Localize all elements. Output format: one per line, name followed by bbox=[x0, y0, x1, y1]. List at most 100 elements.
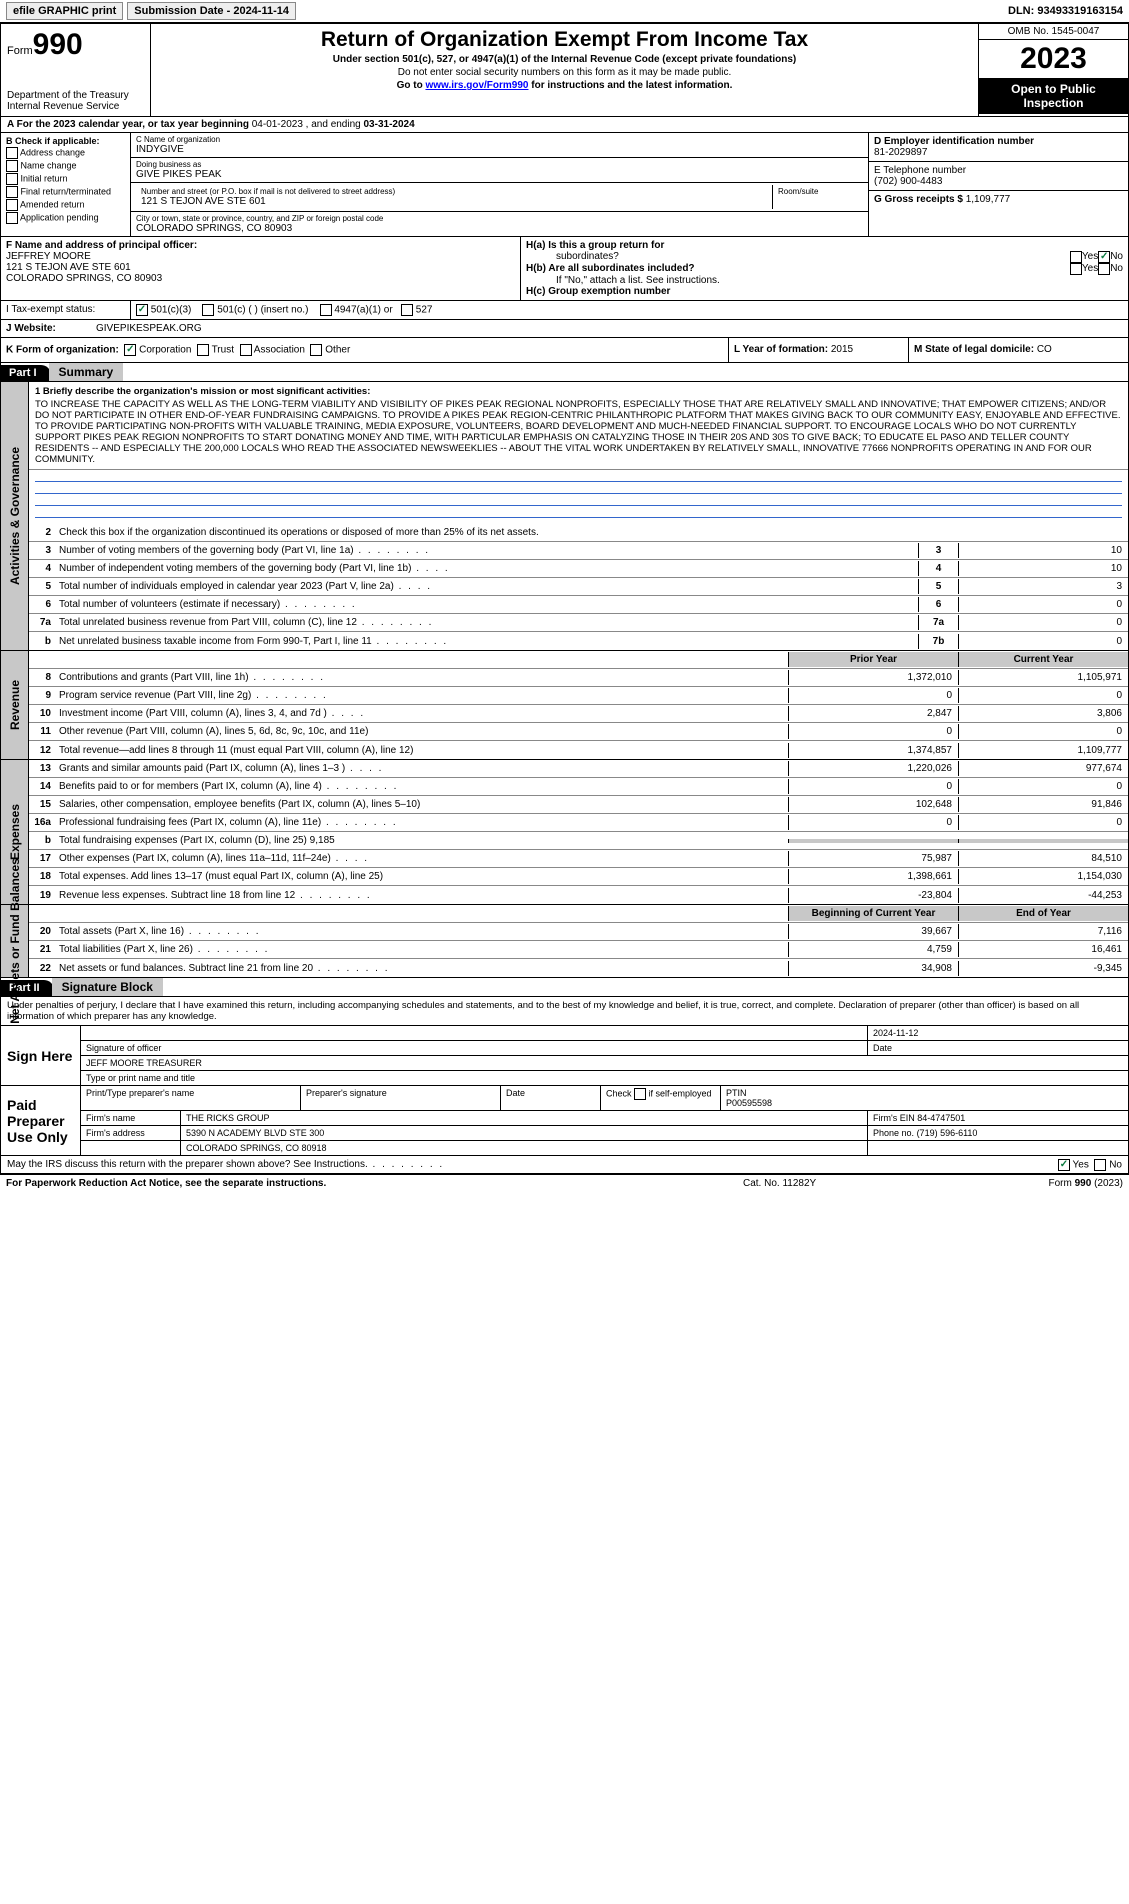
gross-label: G Gross receipts $ bbox=[874, 194, 966, 205]
discuss-line: May the IRS discuss this return with the… bbox=[1, 1156, 1128, 1173]
line-21: 21Total liabilities (Part X, line 26)4,7… bbox=[29, 941, 1128, 959]
boxes-deg: D Employer identification number81-20298… bbox=[868, 133, 1128, 236]
sig-officer-name: JEFF MOORE TREASURER bbox=[81, 1056, 1128, 1070]
prep-name-label: Print/Type preparer's name bbox=[81, 1086, 301, 1110]
firm-addr1: 5390 N ACADEMY BLVD STE 300 bbox=[186, 1128, 324, 1138]
footer-left: For Paperwork Reduction Act Notice, see … bbox=[6, 1178, 743, 1189]
part1-badge: Part I bbox=[1, 365, 51, 381]
box-c: C Name of organizationINDYGIVE Doing bus… bbox=[131, 133, 868, 236]
hb-yes[interactable] bbox=[1070, 263, 1082, 275]
officer-name: JEFFREY MOORE bbox=[6, 251, 515, 262]
subtitle-1: Under section 501(c), 527, or 4947(a)(1)… bbox=[159, 54, 970, 65]
discuss-yes[interactable] bbox=[1058, 1159, 1070, 1171]
footer-catno: Cat. No. 11282Y bbox=[743, 1178, 943, 1189]
org-name: INDYGIVE bbox=[136, 144, 863, 155]
hb-no[interactable] bbox=[1098, 263, 1110, 275]
dln-label: DLN: 93493319163154 bbox=[1008, 5, 1123, 17]
net-header: Beginning of Current YearEnd of Year bbox=[29, 905, 1128, 923]
line-4: 4Number of independent voting members of… bbox=[29, 560, 1128, 578]
omb-number: OMB No. 1545-0047 bbox=[979, 24, 1128, 40]
website-label: J Website: bbox=[1, 320, 91, 337]
check-self-employed[interactable] bbox=[634, 1088, 646, 1100]
year-formation: 2015 bbox=[831, 344, 853, 355]
line-7a: 7aTotal unrelated business revenue from … bbox=[29, 614, 1128, 632]
discuss-no[interactable] bbox=[1094, 1159, 1106, 1171]
line-2: 2Check this box if the organization disc… bbox=[29, 524, 1128, 542]
line-10: 10Investment income (Part VIII, column (… bbox=[29, 705, 1128, 723]
side-label-expenses: Expenses bbox=[8, 804, 22, 860]
line-9: 9Program service revenue (Part VIII, lin… bbox=[29, 687, 1128, 705]
line-11: 11Other revenue (Part VIII, column (A), … bbox=[29, 723, 1128, 741]
submission-date-button[interactable]: Submission Date - 2024-11-14 bbox=[127, 2, 296, 20]
check-501c[interactable] bbox=[202, 304, 214, 316]
side-label-revenue: Revenue bbox=[8, 680, 22, 730]
line-15: 15Salaries, other compensation, employee… bbox=[29, 796, 1128, 814]
check-assoc[interactable] bbox=[240, 344, 252, 356]
line-16b: bTotal fundraising expenses (Part IX, co… bbox=[29, 832, 1128, 850]
check-initial-return[interactable]: Initial return bbox=[6, 173, 125, 185]
check-name-change[interactable]: Name change bbox=[6, 160, 125, 172]
line-22: 22Net assets or fund balances. Subtract … bbox=[29, 959, 1128, 977]
line-18: 18Total expenses. Add lines 13–17 (must … bbox=[29, 868, 1128, 886]
check-application-pending[interactable]: Application pending bbox=[6, 212, 125, 224]
dba-value: GIVE PIKES PEAK bbox=[136, 169, 863, 180]
officer-addr1: 121 S TEJON AVE STE 601 bbox=[6, 262, 515, 273]
sig-intro: Under penalties of perjury, I declare th… bbox=[1, 997, 1128, 1026]
sig-officer-label: Signature of officer bbox=[81, 1041, 868, 1055]
revenue-section: Revenue Prior YearCurrent Year 8Contribu… bbox=[0, 651, 1129, 760]
top-bar: efile GRAPHIC print Submission Date - 20… bbox=[0, 0, 1129, 23]
signature-section: Under penalties of perjury, I declare th… bbox=[0, 997, 1129, 1174]
tax-status-label: I Tax-exempt status: bbox=[1, 301, 131, 319]
line-i-j: I Tax-exempt status: 501(c)(3) 501(c) ( … bbox=[0, 301, 1129, 320]
box-h: H(a) Is this a group return for subordin… bbox=[521, 237, 1128, 300]
line-klm: K Form of organization: Corporation Trus… bbox=[0, 338, 1129, 363]
footer-right: Form 990 (2023) bbox=[943, 1178, 1123, 1189]
line-20: 20Total assets (Part X, line 16)39,6677,… bbox=[29, 923, 1128, 941]
governance-section: Activities & Governance 1 Briefly descri… bbox=[0, 382, 1129, 651]
line-17: 17Other expenses (Part IX, column (A), l… bbox=[29, 850, 1128, 868]
sig-name-label: Type or print name and title bbox=[81, 1071, 1128, 1085]
efile-print-button[interactable]: efile GRAPHIC print bbox=[6, 2, 123, 20]
check-corp[interactable] bbox=[124, 344, 136, 356]
firm-name: THE RICKS GROUP bbox=[181, 1111, 868, 1125]
prep-date-label: Date bbox=[501, 1086, 601, 1110]
addr-value: 121 S TEJON AVE STE 601 bbox=[141, 196, 767, 207]
check-527[interactable] bbox=[401, 304, 413, 316]
rule-line bbox=[35, 506, 1122, 518]
phone-label: E Telephone number bbox=[874, 165, 966, 176]
line-8: 8Contributions and grants (Part VIII, li… bbox=[29, 669, 1128, 687]
check-trust[interactable] bbox=[197, 344, 209, 356]
ha-no[interactable] bbox=[1098, 251, 1110, 263]
state-domicile: CO bbox=[1037, 344, 1052, 355]
form-number: Form990 bbox=[7, 28, 144, 62]
check-other[interactable] bbox=[310, 344, 322, 356]
city-label: City or town, state or province, country… bbox=[136, 214, 863, 223]
check-address-change[interactable]: Address change bbox=[6, 147, 125, 159]
addr-label: Number and street (or P.O. box if mail i… bbox=[141, 187, 767, 196]
rule-line bbox=[35, 482, 1122, 494]
part1-title: Summary bbox=[49, 363, 124, 381]
dba-label: Doing business as bbox=[136, 160, 863, 169]
line-14: 14Benefits paid to or for members (Part … bbox=[29, 778, 1128, 796]
check-501c3[interactable] bbox=[136, 304, 148, 316]
rev-header: Prior YearCurrent Year bbox=[29, 651, 1128, 669]
line-12: 12Total revenue—add lines 8 through 11 (… bbox=[29, 741, 1128, 759]
check-4947[interactable] bbox=[320, 304, 332, 316]
ein-value: 81-2029897 bbox=[874, 147, 1123, 158]
sign-here-label: Sign Here bbox=[1, 1026, 81, 1085]
irs-link[interactable]: www.irs.gov/Form990 bbox=[425, 80, 528, 91]
netassets-section: Net Assets or Fund Balances Beginning of… bbox=[0, 905, 1129, 978]
ein-label: D Employer identification number bbox=[874, 136, 1034, 147]
mission-block: 1 Briefly describe the organization's mi… bbox=[29, 382, 1128, 470]
ha-yes[interactable] bbox=[1070, 251, 1082, 263]
check-final-return[interactable]: Final return/terminated bbox=[6, 186, 125, 198]
firm-phone: (719) 596-6110 bbox=[917, 1128, 978, 1138]
phone-value: (702) 900-4483 bbox=[874, 176, 1123, 187]
tax-year: 2023 bbox=[979, 40, 1128, 78]
check-amended-return[interactable]: Amended return bbox=[6, 199, 125, 211]
rule-line bbox=[35, 494, 1122, 506]
sig-date: 2024-11-12 bbox=[868, 1026, 1128, 1040]
sig-date-label: Date bbox=[868, 1041, 1128, 1055]
line-6: 6Total number of volunteers (estimate if… bbox=[29, 596, 1128, 614]
room-label: Room/suite bbox=[773, 185, 863, 209]
